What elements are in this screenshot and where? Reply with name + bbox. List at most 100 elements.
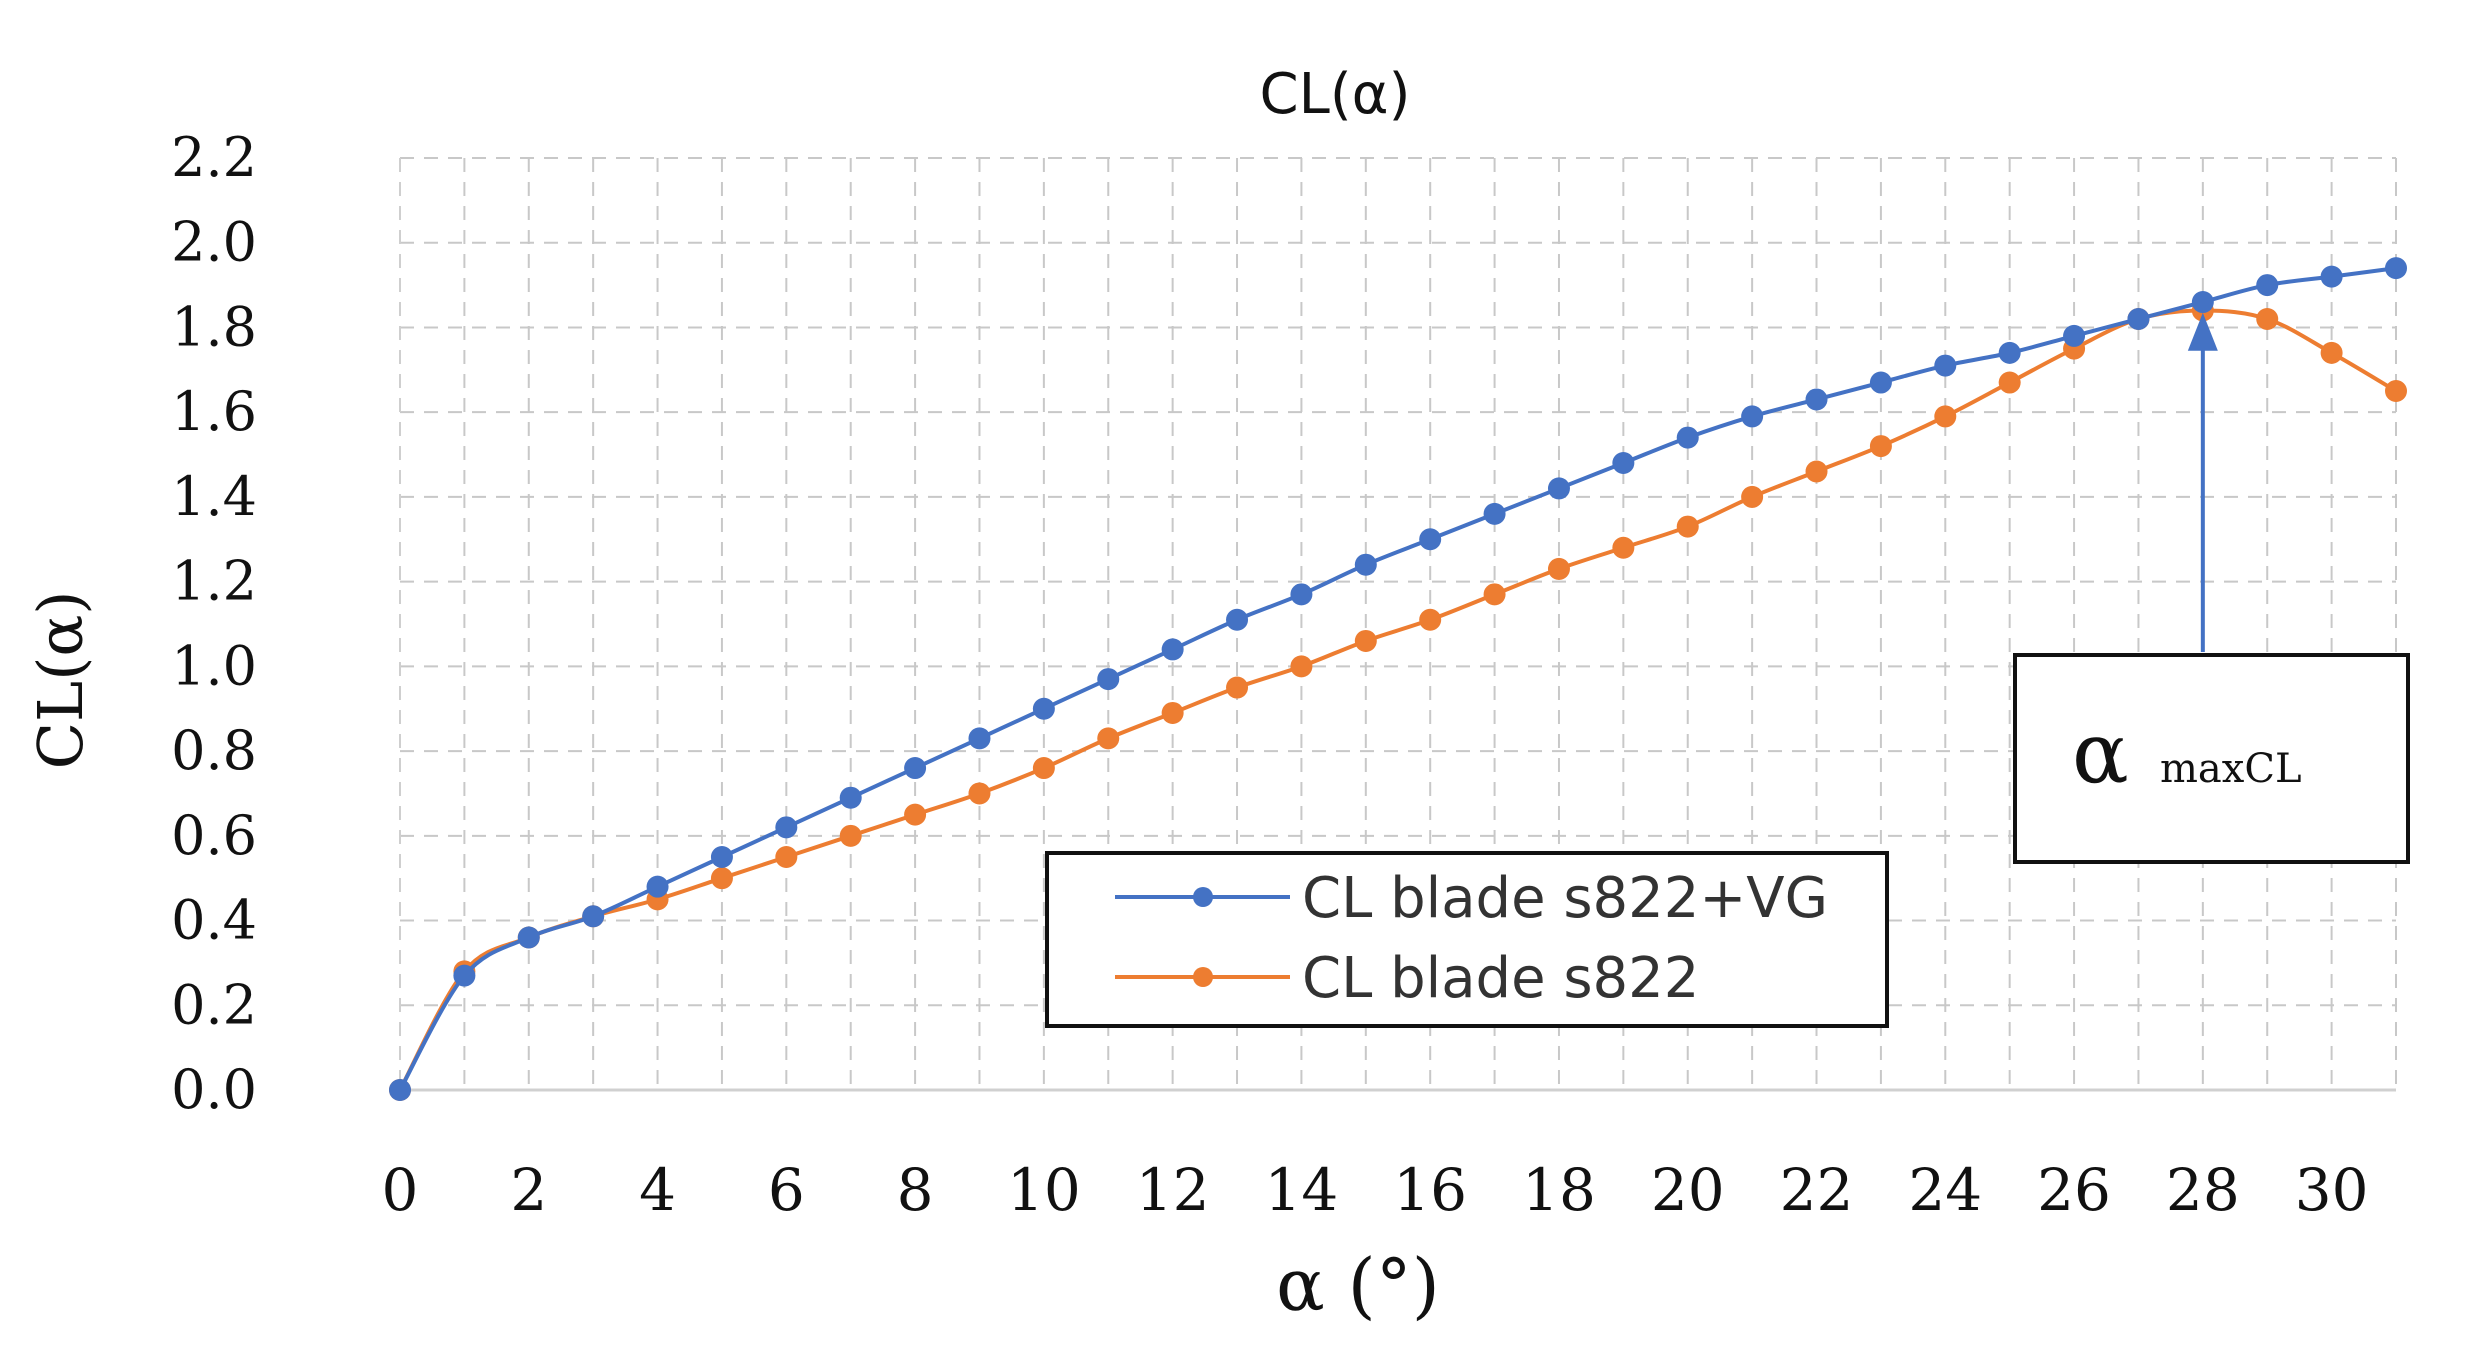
data-point	[1483, 502, 1506, 525]
data-point	[1097, 727, 1120, 750]
y-tick-label: 1.8	[171, 295, 257, 358]
data-point	[968, 727, 991, 750]
data-point	[1547, 477, 1570, 500]
x-tick-label: 30	[2295, 1156, 2369, 1224]
data-point	[2127, 307, 2150, 330]
data-point	[1547, 557, 1570, 580]
data-point	[1998, 371, 2021, 394]
x-tick-label: 22	[1780, 1156, 1854, 1224]
data-point	[1676, 515, 1699, 538]
annotation-label-alpha: α	[2072, 704, 2129, 802]
data-point	[1998, 341, 2021, 364]
x-tick-label: 20	[1651, 1156, 1725, 1224]
y-tick-label: 0.4	[171, 889, 257, 952]
data-point	[389, 1079, 411, 1101]
data-point	[1805, 460, 1828, 483]
data-point	[453, 964, 476, 987]
y-tick-label: 1.2	[171, 550, 257, 613]
x-axis-label: α (°)	[1276, 1243, 1440, 1327]
data-point	[1612, 536, 1635, 559]
y-tick-label: 2.0	[171, 211, 257, 274]
data-point	[1805, 388, 1828, 411]
x-tick-label: 26	[2037, 1156, 2111, 1224]
x-tick-labels: 0 2 4 6 8 10 12 14 16 18 20 22 24 26 28 30	[382, 1156, 2369, 1224]
legend-swatch-marker-s822	[1193, 967, 1213, 987]
legend-swatch-marker-s822-vg	[1193, 887, 1213, 907]
data-point	[775, 846, 798, 868]
data-point	[968, 782, 991, 805]
y-tick-label: 0.8	[171, 719, 257, 782]
data-point	[2256, 307, 2279, 330]
x-tick-label: 8	[897, 1156, 934, 1224]
data-point	[1934, 405, 1957, 428]
data-point	[775, 816, 798, 839]
data-point	[839, 786, 862, 809]
x-tick-label: 12	[1136, 1156, 1210, 1224]
x-tick-label: 2	[510, 1156, 547, 1224]
data-point	[1354, 553, 1377, 576]
x-tick-label: 14	[1265, 1156, 1339, 1224]
axes	[399, 158, 2396, 1092]
data-point	[904, 803, 927, 826]
data-point	[2320, 341, 2343, 364]
y-tick-label: 2.2	[171, 126, 257, 189]
legend-box	[1045, 851, 1889, 1028]
x-tick-label: 10	[1007, 1156, 1081, 1224]
data-point	[1934, 354, 1957, 377]
y-tick-labels: 0.0 0.2 0.4 0.6 0.8 1.0 1.2 1.4 1.6 1.8 2.0 2.2	[171, 126, 257, 1121]
data-point	[1032, 697, 1055, 720]
data-point	[582, 905, 605, 928]
series	[389, 257, 2407, 1101]
x-tick-label: 0	[382, 1156, 419, 1224]
data-point	[710, 846, 733, 868]
data-point	[1226, 676, 1249, 699]
data-point	[1676, 426, 1699, 449]
x-tick-label: 18	[1522, 1156, 1596, 1224]
annotation-box	[2013, 653, 2410, 864]
data-point	[646, 875, 669, 898]
data-point	[1161, 701, 1184, 724]
legend: CL blade s822+VG CL blade s822	[1045, 851, 1889, 1028]
data-point	[1419, 528, 1442, 551]
data-point	[1097, 668, 1120, 691]
data-point	[1869, 371, 1892, 394]
data-point	[2385, 257, 2407, 280]
x-tick-label: 16	[1393, 1156, 1467, 1224]
data-point	[1290, 583, 1313, 606]
y-tick-label: 1.0	[171, 634, 257, 697]
data-point	[904, 757, 927, 780]
y-tick-label: 1.4	[171, 465, 257, 528]
y-tick-label: 0.2	[171, 973, 257, 1036]
data-point	[2063, 324, 2086, 347]
annotation-arrow-head	[2187, 312, 2218, 351]
data-point	[1161, 638, 1184, 661]
data-point	[2256, 274, 2279, 297]
series-s822-vg	[389, 257, 2407, 1101]
data-point	[2385, 380, 2407, 402]
data-point	[1741, 485, 1764, 508]
legend-label-s822-vg: CL blade s822+VG	[1302, 866, 1828, 931]
data-point	[1741, 405, 1764, 428]
chart-title: CL(α)	[1260, 62, 1411, 127]
y-tick-label: 1.6	[171, 380, 257, 443]
data-point	[1354, 629, 1377, 652]
legend-label-s822: CL blade s822	[1302, 946, 1699, 1011]
data-point	[1419, 608, 1442, 631]
x-tick-label: 6	[768, 1156, 805, 1224]
annotation-label-subscript: maxCL	[2160, 746, 2302, 792]
x-tick-label: 24	[1908, 1156, 1982, 1224]
data-point	[2320, 265, 2343, 288]
data-point	[1869, 435, 1892, 458]
data-point	[1483, 583, 1506, 606]
data-point	[1290, 655, 1313, 678]
x-tick-label: 28	[2166, 1156, 2240, 1224]
data-point	[710, 867, 733, 890]
data-point	[517, 926, 540, 949]
data-point	[1612, 452, 1635, 475]
y-tick-label: 0.6	[171, 804, 257, 867]
annotation-alpha-max-cl: α maxCL	[2013, 312, 2410, 864]
y-axis-label: CL(α)	[24, 591, 97, 770]
data-point	[839, 824, 862, 847]
